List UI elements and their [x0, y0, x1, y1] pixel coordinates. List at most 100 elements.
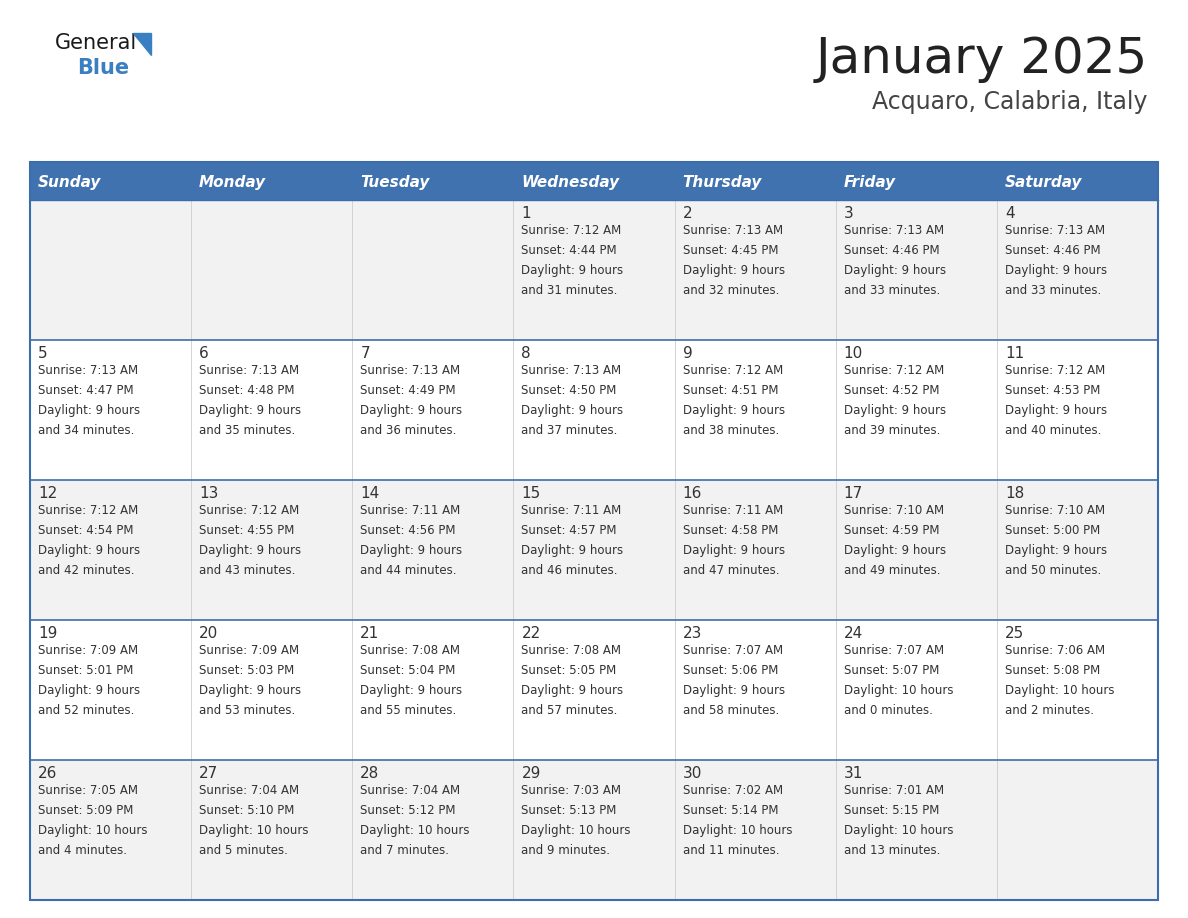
Text: 25: 25: [1005, 626, 1024, 641]
Text: and 35 minutes.: and 35 minutes.: [200, 424, 296, 437]
Text: Sunset: 5:00 PM: Sunset: 5:00 PM: [1005, 524, 1100, 537]
Text: and 33 minutes.: and 33 minutes.: [1005, 284, 1101, 297]
Text: Sunset: 5:09 PM: Sunset: 5:09 PM: [38, 804, 133, 817]
Text: Sunrise: 7:08 AM: Sunrise: 7:08 AM: [522, 644, 621, 657]
Bar: [835, 200, 997, 340]
Text: and 4 minutes.: and 4 minutes.: [38, 844, 127, 857]
Text: Sunrise: 7:06 AM: Sunrise: 7:06 AM: [1005, 644, 1105, 657]
Text: Daylight: 9 hours: Daylight: 9 hours: [38, 684, 140, 697]
Text: Wednesday: Wednesday: [522, 174, 620, 189]
Bar: [191, 340, 353, 480]
Text: and 37 minutes.: and 37 minutes.: [522, 424, 618, 437]
Bar: [675, 620, 835, 760]
Text: Daylight: 9 hours: Daylight: 9 hours: [200, 544, 302, 557]
Text: Daylight: 9 hours: Daylight: 9 hours: [843, 264, 946, 277]
Text: Daylight: 10 hours: Daylight: 10 hours: [200, 824, 309, 837]
Text: Sunset: 4:50 PM: Sunset: 4:50 PM: [522, 384, 617, 397]
Bar: [835, 760, 997, 900]
Text: Daylight: 9 hours: Daylight: 9 hours: [200, 684, 302, 697]
Text: 30: 30: [683, 766, 702, 781]
Text: Sunset: 4:54 PM: Sunset: 4:54 PM: [38, 524, 133, 537]
Text: Daylight: 9 hours: Daylight: 9 hours: [360, 404, 462, 417]
Text: Sunrise: 7:11 AM: Sunrise: 7:11 AM: [522, 504, 621, 517]
Bar: [353, 340, 513, 480]
Bar: [30, 200, 191, 340]
Text: Monday: Monday: [200, 174, 266, 189]
Text: Sunrise: 7:10 AM: Sunrise: 7:10 AM: [843, 504, 943, 517]
Text: and 55 minutes.: and 55 minutes.: [360, 704, 456, 717]
Text: Sunset: 4:59 PM: Sunset: 4:59 PM: [843, 524, 940, 537]
Bar: [513, 200, 675, 340]
Text: Daylight: 10 hours: Daylight: 10 hours: [843, 684, 953, 697]
Text: Sunrise: 7:04 AM: Sunrise: 7:04 AM: [360, 784, 461, 797]
Text: Sunset: 5:15 PM: Sunset: 5:15 PM: [843, 804, 939, 817]
Text: Daylight: 9 hours: Daylight: 9 hours: [360, 544, 462, 557]
Text: and 7 minutes.: and 7 minutes.: [360, 844, 449, 857]
Text: Sunset: 5:01 PM: Sunset: 5:01 PM: [38, 664, 133, 677]
Text: 13: 13: [200, 486, 219, 501]
Text: Sunrise: 7:08 AM: Sunrise: 7:08 AM: [360, 644, 460, 657]
Text: Sunset: 5:10 PM: Sunset: 5:10 PM: [200, 804, 295, 817]
Text: Daylight: 9 hours: Daylight: 9 hours: [38, 544, 140, 557]
Text: 21: 21: [360, 626, 379, 641]
Bar: [513, 480, 675, 620]
Text: Sunrise: 7:07 AM: Sunrise: 7:07 AM: [683, 644, 783, 657]
Text: Sunset: 5:03 PM: Sunset: 5:03 PM: [200, 664, 295, 677]
Text: 4: 4: [1005, 206, 1015, 221]
Text: Daylight: 10 hours: Daylight: 10 hours: [843, 824, 953, 837]
Text: 22: 22: [522, 626, 541, 641]
Bar: [30, 480, 191, 620]
Text: Daylight: 10 hours: Daylight: 10 hours: [360, 824, 469, 837]
Text: Sunset: 5:14 PM: Sunset: 5:14 PM: [683, 804, 778, 817]
Text: Daylight: 9 hours: Daylight: 9 hours: [1005, 264, 1107, 277]
Text: and 53 minutes.: and 53 minutes.: [200, 704, 296, 717]
Bar: [191, 760, 353, 900]
Text: Sunset: 4:58 PM: Sunset: 4:58 PM: [683, 524, 778, 537]
Text: Sunrise: 7:11 AM: Sunrise: 7:11 AM: [683, 504, 783, 517]
Text: Daylight: 9 hours: Daylight: 9 hours: [200, 404, 302, 417]
Text: Sunset: 4:46 PM: Sunset: 4:46 PM: [843, 244, 940, 257]
Text: Sunset: 5:04 PM: Sunset: 5:04 PM: [360, 664, 456, 677]
Text: Sunset: 4:53 PM: Sunset: 4:53 PM: [1005, 384, 1100, 397]
Bar: [353, 620, 513, 760]
Text: Daylight: 9 hours: Daylight: 9 hours: [683, 264, 785, 277]
Text: 16: 16: [683, 486, 702, 501]
Text: 2: 2: [683, 206, 693, 221]
Text: Sunset: 5:05 PM: Sunset: 5:05 PM: [522, 664, 617, 677]
Text: Daylight: 9 hours: Daylight: 9 hours: [1005, 404, 1107, 417]
Text: Daylight: 9 hours: Daylight: 9 hours: [522, 684, 624, 697]
Text: Daylight: 10 hours: Daylight: 10 hours: [1005, 684, 1114, 697]
Text: 28: 28: [360, 766, 379, 781]
Bar: [191, 480, 353, 620]
Text: Sunset: 4:52 PM: Sunset: 4:52 PM: [843, 384, 940, 397]
Text: Sunrise: 7:01 AM: Sunrise: 7:01 AM: [843, 784, 943, 797]
Text: and 38 minutes.: and 38 minutes.: [683, 424, 779, 437]
Bar: [30, 760, 191, 900]
Bar: [513, 162, 675, 200]
Text: Daylight: 9 hours: Daylight: 9 hours: [360, 684, 462, 697]
Text: 1: 1: [522, 206, 531, 221]
Bar: [835, 162, 997, 200]
Bar: [997, 162, 1158, 200]
Bar: [191, 200, 353, 340]
Text: Thursday: Thursday: [683, 174, 762, 189]
Text: 14: 14: [360, 486, 379, 501]
Bar: [675, 340, 835, 480]
Text: Saturday: Saturday: [1005, 174, 1082, 189]
Text: 7: 7: [360, 346, 369, 361]
Text: 8: 8: [522, 346, 531, 361]
Text: 15: 15: [522, 486, 541, 501]
Text: and 39 minutes.: and 39 minutes.: [843, 424, 940, 437]
Text: Daylight: 9 hours: Daylight: 9 hours: [1005, 544, 1107, 557]
Text: Tuesday: Tuesday: [360, 174, 430, 189]
Text: and 49 minutes.: and 49 minutes.: [843, 564, 940, 577]
Text: 31: 31: [843, 766, 864, 781]
Text: and 36 minutes.: and 36 minutes.: [360, 424, 456, 437]
Bar: [513, 620, 675, 760]
Text: and 2 minutes.: and 2 minutes.: [1005, 704, 1094, 717]
Text: Sunrise: 7:12 AM: Sunrise: 7:12 AM: [683, 364, 783, 377]
Text: Sunday: Sunday: [38, 174, 101, 189]
Text: and 46 minutes.: and 46 minutes.: [522, 564, 618, 577]
Text: Sunrise: 7:13 AM: Sunrise: 7:13 AM: [360, 364, 461, 377]
Bar: [353, 162, 513, 200]
